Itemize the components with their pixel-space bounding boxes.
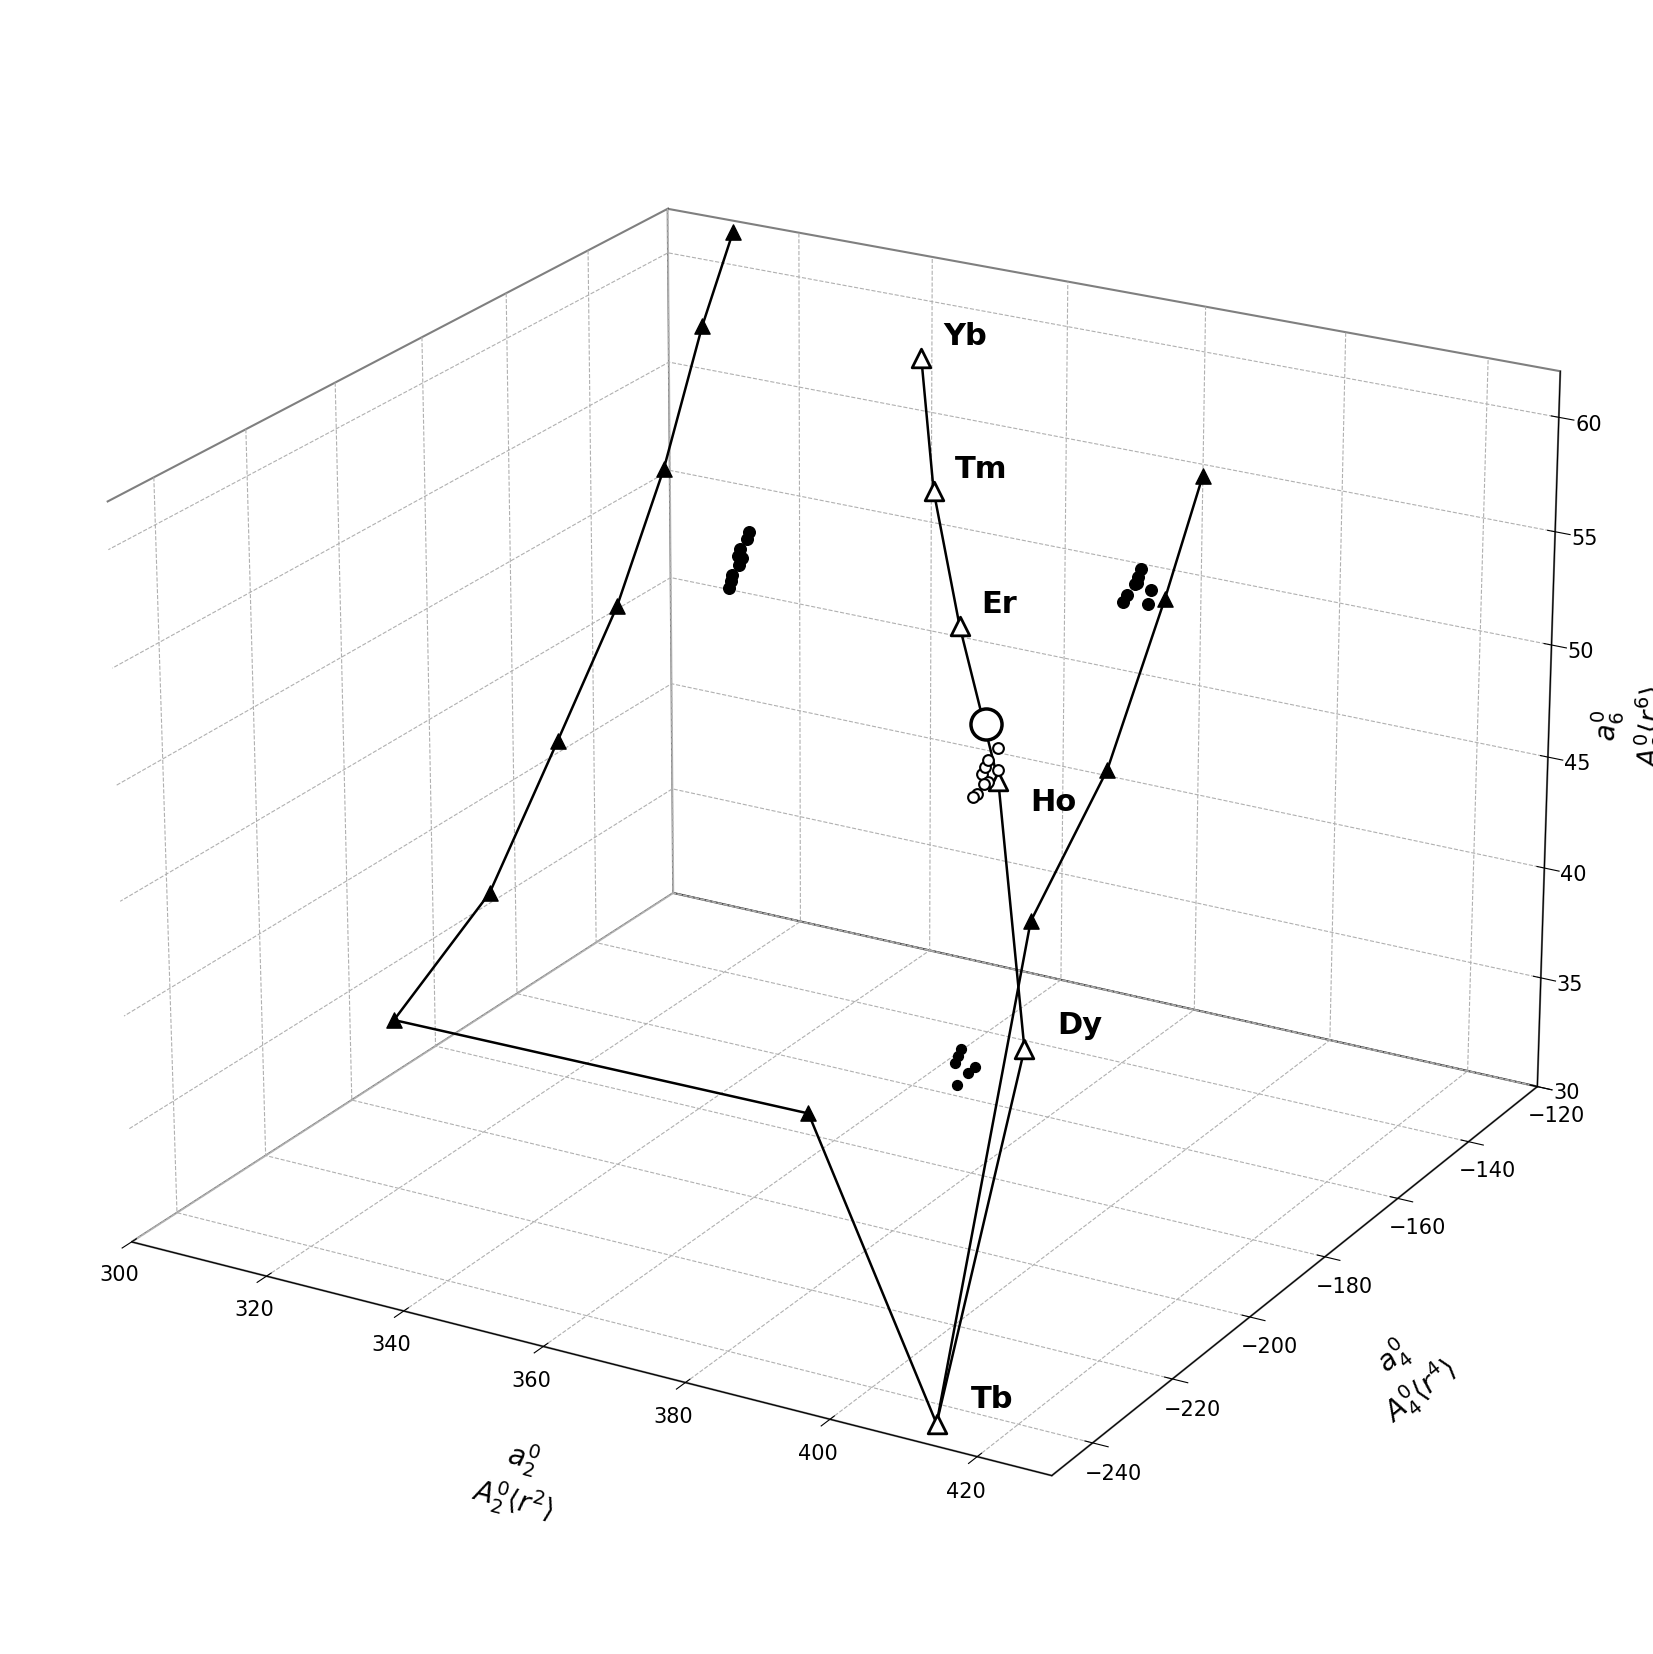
Y-axis label: $a_4^0$
$A_4^0\langle r^4\rangle$: $a_4^0$ $A_4^0\langle r^4\rangle$	[1349, 1317, 1465, 1432]
X-axis label: $a_2^0$
$A_2^0\langle r^2\rangle$: $a_2^0$ $A_2^0\langle r^2\rangle$	[468, 1429, 569, 1528]
